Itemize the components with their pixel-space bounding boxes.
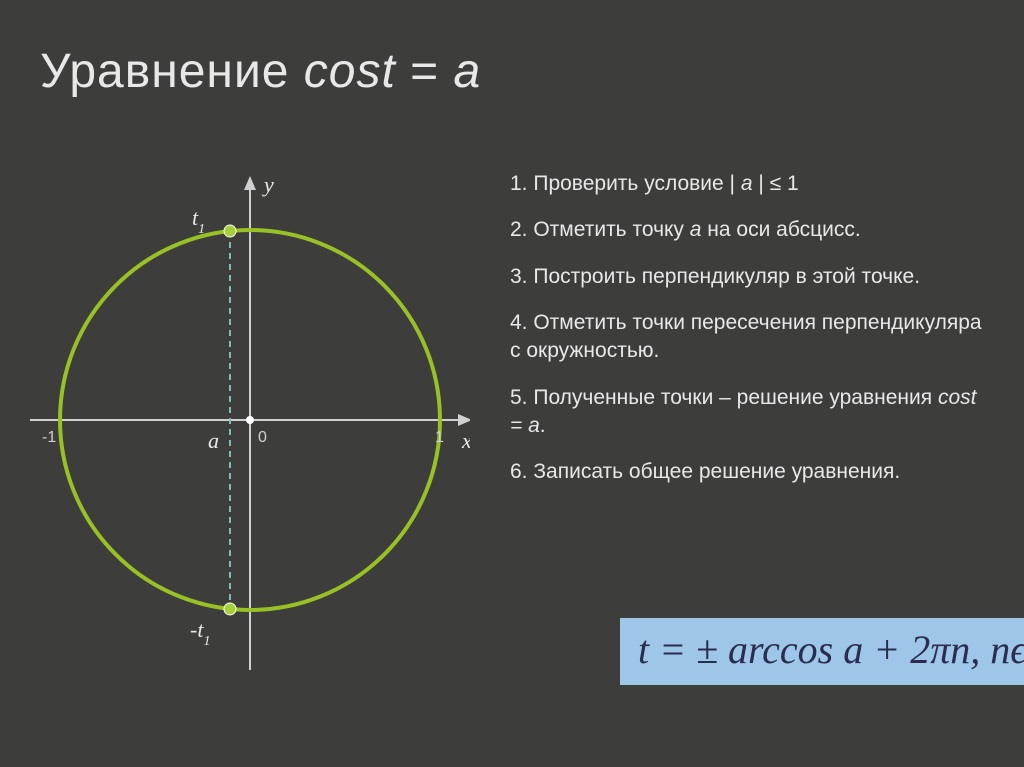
svg-text:y: y <box>262 172 274 197</box>
step-6: 6. Записать общее решение уравнения. <box>510 458 990 486</box>
step-1-ital: а <box>741 172 753 195</box>
diagram-svg: y x 0 1 -1 a t1 -t1 <box>30 170 470 670</box>
step-1: 1. Проверить условие | а | ≤ 1 <box>510 170 990 198</box>
unit-circle-diagram: y x 0 1 -1 a t1 -t1 <box>30 170 470 670</box>
step-5-text-b: . <box>540 414 546 437</box>
steps-list: 1. Проверить условие | а | ≤ 1 2. Отмети… <box>510 170 990 505</box>
step-2-text-b: на оси абсцисс. <box>701 218 860 241</box>
svg-text:-t1: -t1 <box>190 617 210 649</box>
step-1-text-b: | ≤ 1 <box>753 172 799 195</box>
step-4: 4. Отметить точки пересечения перпендику… <box>510 309 990 366</box>
step-2-text-a: 2. Отметить точку <box>510 218 690 241</box>
svg-text:a: a <box>208 428 219 453</box>
title-cost: cost <box>304 45 396 98</box>
title-eq: = <box>396 45 454 98</box>
svg-text:t1: t1 <box>192 205 205 237</box>
svg-text:x: x <box>461 428 470 453</box>
svg-text:1: 1 <box>435 429 444 446</box>
title-a: a <box>454 45 482 98</box>
step-1-text-a: 1. Проверить условие | <box>510 172 741 195</box>
step-3: 3. Построить перпендикуляр в этой точке. <box>510 263 990 291</box>
formula-box: t = ± arccos a + 2πn, nϵZ <box>620 618 1024 685</box>
step-5-text-a: 5. Полученные точки – решение уравнения <box>510 386 938 409</box>
step-2: 2. Отметить точку а на оси абсцисс. <box>510 216 990 244</box>
svg-text:0: 0 <box>258 429 267 446</box>
step-5: 5. Полученные точки – решение уравнения … <box>510 384 990 441</box>
title-prefix: Уравнение <box>40 45 304 98</box>
svg-text:-1: -1 <box>42 429 56 446</box>
slide-title: Уравнение cost = a <box>40 44 481 99</box>
step-2-ital: а <box>690 218 702 241</box>
